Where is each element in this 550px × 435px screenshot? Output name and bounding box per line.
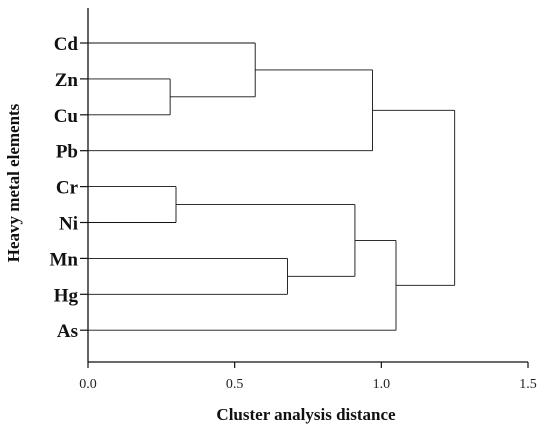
x-tick-label: 0.5: [226, 377, 244, 392]
leaf-label-pb: Pb: [56, 142, 78, 163]
leaf-label-cr: Cr: [56, 178, 79, 199]
leaf-label-cu: Cu: [54, 106, 79, 127]
leaf-label-zn: Zn: [55, 70, 79, 91]
x-tick-label: 1.0: [373, 377, 391, 392]
x-axis-title: Cluster analysis distance: [216, 405, 396, 424]
axes: [80, 8, 529, 368]
leaf-label-cd: Cd: [54, 34, 79, 55]
leaf-labels: Cd Zn Cu Pb Cr Ni Mn Hg As: [50, 34, 79, 342]
leaf-label-mn: Mn: [50, 249, 79, 270]
leaf-label-hg: Hg: [54, 285, 79, 306]
y-axis-title: Heavy metal elements: [4, 103, 23, 262]
x-tick-label: 0.0: [79, 377, 97, 392]
leaf-label-as: As: [57, 321, 78, 342]
x-tick-labels: 0.0 0.5 1.0 1.5: [79, 377, 537, 392]
dendrogram-links: [88, 42, 456, 331]
x-tick-label: 1.5: [519, 377, 537, 392]
leaf-label-ni: Ni: [59, 214, 78, 235]
